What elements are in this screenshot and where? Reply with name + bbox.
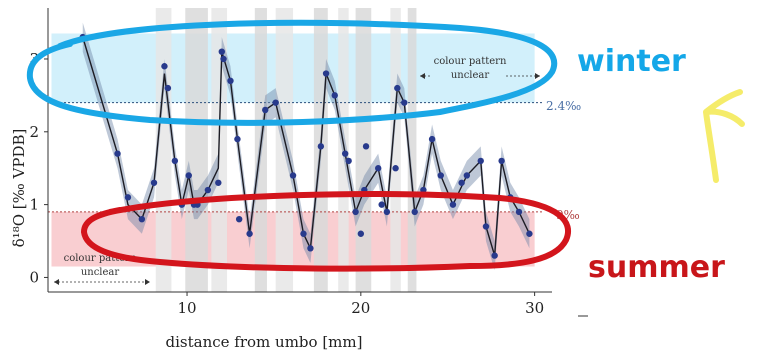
uncertainty-ribbon xyxy=(82,22,530,271)
data-point xyxy=(352,208,359,216)
data-point xyxy=(498,157,505,165)
grey-stripe xyxy=(338,8,349,292)
data-point xyxy=(322,70,330,77)
data-point xyxy=(463,172,471,179)
grey-stripe xyxy=(155,8,172,292)
data-point xyxy=(491,252,498,259)
data-point xyxy=(289,172,297,179)
data-point xyxy=(331,92,338,99)
grey-stripe xyxy=(390,8,401,292)
data-point xyxy=(341,150,349,157)
annotation-top-line1: colour pattern xyxy=(434,56,507,67)
data-point xyxy=(401,99,408,106)
data-point xyxy=(394,84,401,92)
data-point xyxy=(300,230,307,237)
annotation-bottom-line1: colour pattern xyxy=(64,253,137,264)
annotation-top-arrowhead-right xyxy=(535,73,540,79)
data-point xyxy=(392,165,399,172)
annotation-bottom-arrowhead-left xyxy=(54,279,59,285)
data-point xyxy=(220,55,227,63)
annotation-top-arrowhead-left xyxy=(420,73,425,79)
data-point xyxy=(357,230,365,237)
axes xyxy=(47,8,552,293)
annotation-top-right: colour pattern unclear xyxy=(420,56,540,81)
y-axis-label: δ¹⁸O [‰ VPDB] xyxy=(10,129,28,248)
grey-stripe xyxy=(254,8,267,292)
data-point xyxy=(246,230,253,237)
data-point xyxy=(272,99,279,106)
y-tick-label: 2 xyxy=(29,123,39,141)
summer-label: summer xyxy=(588,250,725,285)
data-point xyxy=(477,157,484,165)
x-ticks: 10 20 30 xyxy=(177,292,544,317)
data-point xyxy=(262,106,269,114)
annotation-top-line2: unclear xyxy=(451,70,490,81)
summer-highlight-ellipse xyxy=(80,191,572,272)
data-point xyxy=(411,208,418,216)
winter-label: winter xyxy=(577,44,686,79)
data-point xyxy=(515,208,523,216)
yellow-arrow-icon xyxy=(703,89,745,183)
grey-stripes-layer xyxy=(155,8,417,292)
winter-highlight-ellipse xyxy=(26,19,558,126)
data-point xyxy=(171,157,179,165)
x-tick-label: 10 xyxy=(177,299,196,317)
ref-label-blue: 2.4‰ xyxy=(546,99,581,113)
data-point xyxy=(482,223,490,230)
data-point xyxy=(124,194,132,201)
x-tick-label: 30 xyxy=(525,299,544,317)
data-point xyxy=(307,245,314,252)
data-point xyxy=(437,172,444,179)
annotation-bottom-arrowhead-right xyxy=(145,279,150,285)
data-point xyxy=(428,135,436,143)
data-point xyxy=(345,157,352,165)
grey-stripe xyxy=(407,8,417,292)
annotation-bottom-left: colour pattern unclear xyxy=(54,253,150,285)
data-point xyxy=(138,215,146,223)
data-point xyxy=(227,77,234,85)
data-point xyxy=(218,48,225,55)
annotation-bottom-line2: unclear xyxy=(81,267,120,278)
data-point xyxy=(114,150,121,157)
data-point xyxy=(362,143,370,150)
x-tick-label: 20 xyxy=(351,299,370,317)
data-point xyxy=(458,179,465,186)
data-point xyxy=(204,186,212,194)
data-point xyxy=(215,179,222,186)
data-point xyxy=(161,63,168,70)
data-point xyxy=(235,215,243,223)
data-point xyxy=(185,172,192,179)
data-point xyxy=(449,201,457,208)
grey-stripe xyxy=(275,8,294,292)
x-axis-label: distance from umbo [mm] xyxy=(166,333,363,351)
reference-lines-layer xyxy=(48,102,544,213)
data-point xyxy=(383,208,391,216)
data-point xyxy=(526,230,533,237)
data-point xyxy=(317,143,325,150)
data-point xyxy=(378,201,385,208)
data-point xyxy=(234,135,241,143)
data-point xyxy=(150,179,158,186)
data-point xyxy=(375,165,382,172)
y-tick-label: 0 xyxy=(29,268,39,286)
grey-stripe xyxy=(185,8,208,292)
uncertainty-ribbon-layer xyxy=(82,22,530,271)
y-tick-label: 1 xyxy=(29,196,39,214)
grey-stripe xyxy=(355,8,372,292)
data-point xyxy=(164,84,172,92)
